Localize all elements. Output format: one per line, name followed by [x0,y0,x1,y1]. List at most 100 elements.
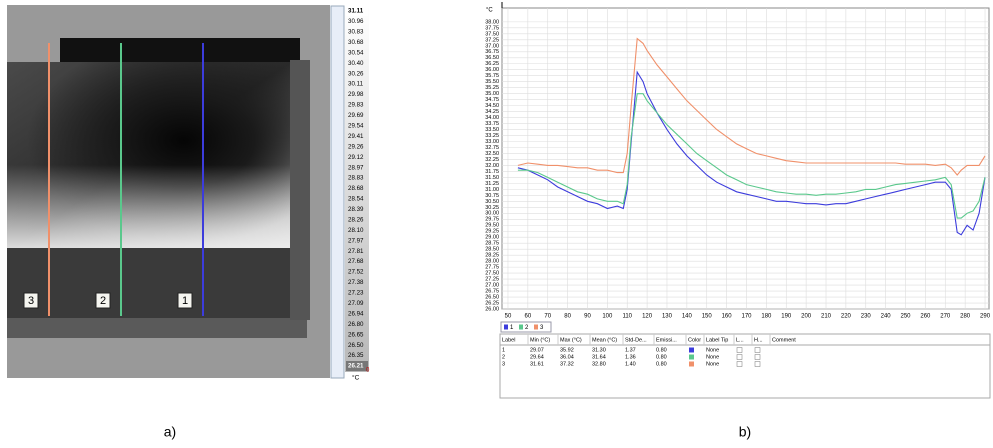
table-header: Mean (°C) [592,337,617,343]
scale-label: 26.80 [348,321,364,328]
y-tick-label: 26.50 [485,294,499,300]
table-cell: 31.61 [530,361,544,367]
table-cell: 3 [502,361,505,367]
table-header: Label Tip [706,337,728,343]
scale-label: 26.50 [348,342,364,349]
x-tick-label: 180 [761,314,772,320]
scale-label: 26.21 [348,363,364,370]
y-tick-label: 36.50 [485,55,499,61]
y-tick-label: 33.50 [485,127,499,133]
y-tick-label: 38.00 [485,19,499,25]
scrollbar [330,5,345,379]
y-tick-label: 30.00 [485,211,499,217]
y-tick-label: 35.25 [485,85,499,91]
x-tick-label: 170 [741,314,752,320]
scale-label: 26.65 [348,331,364,338]
checkbox [754,347,761,353]
y-tick-label: 32.00 [485,163,499,169]
scale-label: 27.97 [348,237,364,244]
caption: b) [739,424,751,440]
y-tick-label: 28.00 [485,259,499,265]
x-tick-label: 290 [980,314,991,320]
table-cell: 1.40 [625,361,636,367]
y-tick-label: 26.25 [485,300,499,306]
color-scale [345,6,369,372]
y-tick-label: 37.50 [485,31,499,37]
series-line [517,37,986,176]
scale-unit: °C [352,374,360,382]
checkbox [736,347,743,353]
x-tick-label: 240 [881,314,892,320]
table-cell: None [706,347,719,353]
scale-label: 28.68 [348,185,364,192]
scale-label: 31.11 [348,8,364,15]
y-tick-label: 35.75 [485,73,499,79]
line-label-box [95,292,111,309]
y-tick-label: 28.25 [485,253,499,259]
y-tick-label: 26.75 [485,289,499,295]
x-tick-label: 250 [901,314,912,320]
scale-label: 29.69 [348,112,364,119]
table-header: Std-De... [625,337,647,343]
x-tick-label: 70 [544,314,551,320]
table-cell: 2 [502,354,505,360]
scale-label: 30.11 [348,81,364,88]
y-tick-label: 32.50 [485,151,499,157]
scale-zero: 0 [366,368,370,374]
x-tick-label: 190 [781,314,792,320]
x-tick-label: 140 [682,314,693,320]
x-tick-label: 50 [505,314,512,320]
table-cell: 32.80 [592,361,606,367]
legend-label: 2 [525,325,529,331]
x-tick-label: 110 [622,314,632,320]
legend-swatch [519,324,523,330]
table-cell: 1.37 [625,347,636,353]
scale-label: 29.83 [348,102,364,109]
table-cell: 35.92 [560,347,574,353]
scale-label: 28.54 [348,196,364,203]
table-cell: None [706,361,719,367]
checkbox [736,354,743,360]
table-cell: 1 [502,347,505,353]
scale-label: 27.23 [348,290,364,297]
y-tick-label: 27.00 [485,283,499,289]
y-tick-label: 31.50 [485,175,499,181]
series-line [517,93,986,219]
x-tick-label: 120 [642,314,653,320]
scale-label: 30.54 [348,49,364,56]
y-tick-label: 29.00 [485,235,499,241]
scale-label: 27.68 [348,258,364,265]
table-cell: 0.80 [656,347,667,353]
dark-band [60,38,300,66]
line-label: 3 [28,295,34,307]
scale-label: 29.26 [348,143,364,150]
x-tick-label: 150 [702,314,713,320]
y-tick-label: 34.75 [485,97,499,103]
scale-label: 30.68 [348,39,364,46]
y-tick-label: 29.50 [485,223,499,229]
scale-label: 28.83 [348,175,364,182]
scale-label: 26.35 [348,352,364,359]
scale-label: 27.09 [348,300,364,307]
y-tick-label: 34.50 [485,103,499,109]
y-tick-label: 32.75 [485,145,499,151]
scale-label: 28.97 [348,164,364,171]
scale-label: 28.39 [348,206,364,213]
scale-highlight [346,361,368,371]
y-tick-label: 37.75 [485,25,499,31]
y-tick-label: 33.25 [485,133,499,139]
color-swatch [689,347,694,353]
scale-label: 27.52 [348,269,364,276]
table-cell: 0.80 [656,361,667,367]
color-swatch [689,354,694,360]
table-header: H... [754,337,763,343]
scale-label: 29.12 [348,154,364,161]
scale-label: 27.81 [348,248,364,255]
checkbox [754,354,761,360]
y-tick-label: 37.00 [485,43,499,49]
y-tick-label: 35.00 [485,91,499,97]
legend-box [500,321,552,333]
y-tick-label: 27.75 [485,265,499,271]
x-tick-label: 280 [960,314,971,320]
line-label-box [177,292,193,309]
